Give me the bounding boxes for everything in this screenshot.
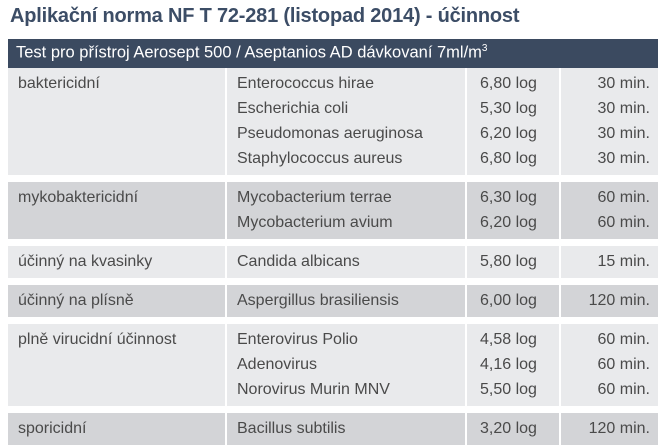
contact-time-value: 60 min. bbox=[561, 352, 650, 377]
contact-time-value: 60 min. bbox=[561, 185, 650, 210]
organism-cell: Bacillus subtilis bbox=[226, 410, 466, 445]
category-label: plně virucidní účinnost bbox=[18, 327, 225, 352]
category-label: mykobaktericidní bbox=[18, 185, 225, 210]
table-header-text: Test pro přístroj Aerosept 500 / Aseptan… bbox=[16, 44, 482, 62]
log-reduction-value: 6,30 log bbox=[480, 185, 559, 210]
log-reduction-value: 4,58 log bbox=[480, 327, 559, 352]
log-reduction-value: 5,30 log bbox=[480, 96, 559, 121]
log-reduction-value: 6,80 log bbox=[480, 71, 559, 96]
contact-time-cell: 15 min. bbox=[560, 243, 658, 282]
table-header-superscript: 3 bbox=[482, 43, 488, 54]
log-reduction-value: 6,20 log bbox=[480, 210, 559, 235]
contact-time-cell: 60 min.60 min. bbox=[560, 179, 658, 243]
contact-time-cell: 120 min. bbox=[560, 410, 658, 445]
category-cell: plně virucidní účinnost bbox=[8, 321, 226, 410]
category-label: baktericidní bbox=[18, 71, 225, 96]
organism-name: Enterovirus Polio bbox=[237, 327, 465, 352]
organism-name: Adenovirus bbox=[237, 352, 465, 377]
category-cell: mykobaktericidní bbox=[8, 179, 226, 243]
organism-cell: Aspergillus brasiliensis bbox=[226, 282, 466, 321]
contact-time-value: 30 min. bbox=[561, 71, 650, 96]
page-title: Aplikační norma NF T 72-281 (listopad 20… bbox=[10, 5, 519, 28]
contact-time-value: 30 min. bbox=[561, 121, 650, 146]
contact-time-value: 120 min. bbox=[561, 288, 650, 313]
category-cell: účinný na plísně bbox=[8, 282, 226, 321]
table-row: účinný na plísně Aspergillus brasiliensis… bbox=[8, 282, 658, 321]
log-reduction-cell: 6,00 log bbox=[466, 282, 560, 321]
contact-time-value: 120 min. bbox=[561, 416, 650, 441]
organism-name: Bacillus subtilis bbox=[237, 416, 465, 441]
contact-time-value: 30 min. bbox=[561, 96, 650, 121]
log-reduction-cell: 3,20 log bbox=[466, 410, 560, 445]
contact-time-value: 60 min. bbox=[561, 377, 650, 402]
log-reduction-value: 4,16 log bbox=[480, 352, 559, 377]
organism-name: Mycobacterium avium bbox=[237, 210, 465, 235]
log-reduction-value: 6,80 log bbox=[480, 146, 559, 171]
organism-name: Staphylococcus aureus bbox=[237, 146, 465, 171]
log-reduction-value: 3,20 log bbox=[480, 416, 559, 441]
organism-name: Pseudomonas aeruginosa bbox=[237, 121, 465, 146]
category-label: účinný na plísně bbox=[18, 288, 225, 313]
category-cell: účinný na kvasinky bbox=[8, 243, 226, 282]
table-header: Test pro přístroj Aerosept 500 / Aseptan… bbox=[8, 39, 658, 68]
organism-name: Norovirus Murin MNV bbox=[237, 377, 465, 402]
contact-time-cell: 120 min. bbox=[560, 282, 658, 321]
category-cell: sporicidní bbox=[8, 410, 226, 445]
log-reduction-value: 6,20 log bbox=[480, 121, 559, 146]
organism-name: Candida albicans bbox=[237, 249, 465, 274]
organism-name: Escherichia coli bbox=[237, 96, 465, 121]
organism-cell: Candida albicans bbox=[226, 243, 466, 282]
table-row: účinný na kvasinky Candida albicans 5,80 l… bbox=[8, 243, 658, 282]
organism-name: Enterococcus hirae bbox=[237, 71, 465, 96]
log-reduction-value: 6,00 log bbox=[480, 288, 559, 313]
organism-name: Mycobacterium terrae bbox=[237, 185, 465, 210]
category-label: sporicidní bbox=[18, 416, 225, 441]
log-reduction-value: 5,80 log bbox=[480, 249, 559, 274]
category-cell: baktericidní bbox=[8, 68, 226, 179]
log-reduction-value: 5,50 log bbox=[480, 377, 559, 402]
contact-time-cell: 60 min.60 min.60 min. bbox=[560, 321, 658, 410]
contact-time-value: 60 min. bbox=[561, 210, 650, 235]
category-label: účinný na kvasinky bbox=[18, 249, 225, 274]
contact-time-value: 15 min. bbox=[561, 249, 650, 274]
organism-name: Aspergillus brasiliensis bbox=[237, 288, 465, 313]
contact-time-value: 30 min. bbox=[561, 146, 650, 171]
log-reduction-cell: 5,80 log bbox=[466, 243, 560, 282]
contact-time-value: 60 min. bbox=[561, 327, 650, 352]
contact-time-cell: 30 min.30 min.30 min.30 min. bbox=[560, 68, 658, 179]
